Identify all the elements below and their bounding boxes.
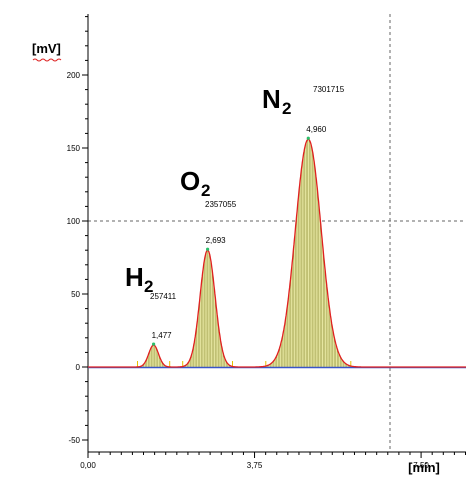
peak-retention-time: 4,960 xyxy=(306,125,327,134)
peak-name-subscript: 2 xyxy=(201,181,210,200)
peak-name-subscript: 2 xyxy=(144,277,153,296)
spellcheck-underline xyxy=(32,58,62,62)
peak-name: O xyxy=(180,166,200,196)
x-tick-label: 7,50 xyxy=(413,461,429,470)
peak-name-subscript: 2 xyxy=(282,99,291,118)
peak-area: 257411 xyxy=(150,292,177,301)
x-tick-label: 0,00 xyxy=(80,461,96,470)
signal-trace xyxy=(88,138,466,369)
y-tick-label: 100 xyxy=(67,217,81,226)
y-axis-unit-label: [mV] xyxy=(32,41,61,56)
y-tick-label: 0 xyxy=(76,363,81,372)
x-tick-label: 3,75 xyxy=(247,461,263,470)
peak-apex-marker xyxy=(306,136,310,140)
peak-apex-marker xyxy=(151,342,156,346)
reference-lines xyxy=(88,14,466,452)
peak-retention-time: 2,693 xyxy=(206,236,227,245)
y-tick-label: 50 xyxy=(71,290,80,299)
x-axis-unit-label: [min] xyxy=(408,460,440,475)
y-tick-label: -50 xyxy=(68,436,80,445)
y-tick-label: 200 xyxy=(67,71,81,80)
signal-line xyxy=(88,138,466,368)
peak-apex-marker xyxy=(206,247,210,251)
y-tick-label: 150 xyxy=(67,144,81,153)
peak-name: N xyxy=(262,84,281,114)
peak-fill-2 xyxy=(265,139,351,367)
peak-name: H xyxy=(125,262,144,292)
axes: -50 0 50 100 150 200 0,00 3,75 7,50 [mV] [min] xyxy=(32,14,466,475)
peak-area: 2357055 xyxy=(205,200,237,209)
peak-fill-0 xyxy=(137,345,170,367)
peak-area: 7301715 xyxy=(313,85,345,94)
peak-retention-time: 1,477 xyxy=(152,331,173,340)
